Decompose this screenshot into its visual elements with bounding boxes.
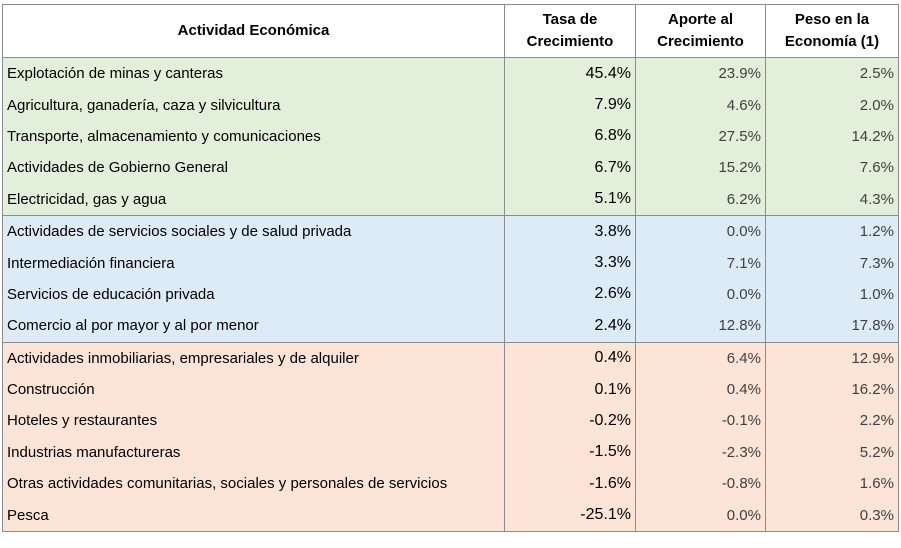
header-contribution-line2: Crecimiento: [657, 33, 744, 50]
table-row: Intermediación financiera 3.3% 7.1% 7.3%: [2, 247, 899, 279]
activity-name-cell: Otras actividades comunitarias, sociales…: [2, 468, 505, 500]
table-row: Explotación de minas y canteras 45.4% 23.9…: [2, 57, 899, 90]
header-contribution-line1: Aporte al: [667, 11, 733, 28]
weight-cell: 0.3%: [765, 499, 899, 532]
contribution-cell: -0.1%: [635, 405, 766, 437]
table-row: Actividades de Gobierno General 6.7% 15.2%…: [2, 152, 899, 184]
header-weight-line2: Economía (1): [784, 33, 880, 50]
table-row: Hoteles y restaurantes -0.2% -0.1% 2.2%: [2, 405, 899, 437]
table-row: Actividades de servicios sociales y de s…: [2, 214, 899, 248]
weight-cell: 1.6%: [765, 468, 899, 500]
contribution-cell: 12.8%: [635, 310, 766, 343]
activity-name-cell: Pesca: [2, 499, 505, 532]
growth-rate-cell: -0.2%: [504, 405, 636, 437]
growth-rate-cell: -1.5%: [504, 436, 636, 469]
growth-rate-cell: 0.1%: [504, 373, 636, 406]
activity-name-cell: Transporte, almacenamiento y comunicacio…: [2, 120, 505, 153]
contribution-cell: -2.3%: [635, 436, 766, 469]
growth-rate-cell: 2.4%: [504, 310, 636, 343]
table-row: Actividades inmobiliarias, empresariales…: [2, 341, 899, 374]
activity-name-cell: Construcción: [2, 373, 505, 406]
growth-rate-cell: 45.4%: [504, 57, 636, 90]
header-contribution: Aporte al Crecimiento: [635, 4, 766, 58]
contribution-cell: 27.5%: [635, 120, 766, 153]
weight-cell: 2.2%: [765, 405, 899, 437]
contribution-cell: 6.4%: [635, 341, 766, 374]
weight-cell: 1.2%: [765, 214, 899, 248]
contribution-cell: 0.0%: [635, 214, 766, 248]
weight-cell: 12.9%: [765, 341, 899, 374]
growth-rate-cell: 6.8%: [504, 120, 636, 153]
contribution-cell: -0.8%: [635, 468, 766, 500]
activity-name-cell: Electricidad, gas y agua: [2, 183, 505, 216]
activity-name-cell: Actividades de Gobierno General: [2, 152, 505, 184]
contribution-cell: 6.2%: [635, 183, 766, 216]
growth-rate-cell: 3.8%: [504, 214, 636, 248]
contribution-cell: 0.4%: [635, 373, 766, 406]
economic-activity-table: Actividad Económica Tasa de Crecimiento …: [2, 4, 899, 532]
growth-rate-cell: 6.7%: [504, 152, 636, 184]
weight-cell: 5.2%: [765, 436, 899, 469]
activity-name-cell: Actividades inmobiliarias, empresariales…: [2, 341, 505, 374]
contribution-cell: 7.1%: [635, 247, 766, 279]
table-row: Pesca -25.1% 0.0% 0.3%: [2, 499, 899, 532]
weight-cell: 4.3%: [765, 183, 899, 216]
table-row: Transporte, almacenamiento y comunicacio…: [2, 120, 899, 153]
weight-cell: 2.0%: [765, 89, 899, 121]
growth-rate-cell: 7.9%: [504, 89, 636, 121]
header-growth-rate: Tasa de Crecimiento: [504, 4, 636, 58]
table-header-row: Actividad Económica Tasa de Crecimiento …: [2, 4, 899, 58]
activity-name-cell: Industrias manufactureras: [2, 436, 505, 469]
contribution-cell: 23.9%: [635, 57, 766, 90]
activity-name-cell: Servicios de educación privada: [2, 278, 505, 311]
weight-cell: 7.3%: [765, 247, 899, 279]
activity-name-cell: Actividades de servicios sociales y de s…: [2, 214, 505, 248]
activity-name-cell: Explotación de minas y canteras: [2, 57, 505, 90]
activity-name-cell: Agricultura, ganadería, caza y silvicult…: [2, 89, 505, 121]
growth-rate-cell: 3.3%: [504, 247, 636, 279]
growth-rate-cell: 2.6%: [504, 278, 636, 311]
header-growth-rate-line1: Tasa de: [542, 11, 598, 28]
table-row: Industrias manufactureras -1.5% -2.3% 5.2%: [2, 436, 899, 469]
header-activity-label: Actividad Económica: [177, 22, 330, 39]
growth-rate-cell: -25.1%: [504, 499, 636, 532]
growth-rate-cell: 0.4%: [504, 341, 636, 374]
header-weight: Peso en la Economía (1): [765, 4, 899, 58]
header-weight-line1: Peso en la: [794, 11, 870, 28]
header-activity: Actividad Económica: [2, 4, 505, 58]
activity-name-cell: Intermediación financiera: [2, 247, 505, 279]
growth-rate-cell: 5.1%: [504, 183, 636, 216]
contribution-cell: 4.6%: [635, 89, 766, 121]
header-growth-rate-line2: Crecimiento: [526, 33, 614, 50]
table-row: Agricultura, ganadería, caza y silvicult…: [2, 89, 899, 121]
table-body: Explotación de minas y canteras 45.4% 23.9…: [2, 57, 899, 532]
weight-cell: 16.2%: [765, 373, 899, 406]
contribution-cell: 0.0%: [635, 278, 766, 311]
table-row: Comercio al por mayor y al por menor 2.4%…: [2, 310, 899, 343]
contribution-cell: 0.0%: [635, 499, 766, 532]
table-row: Construcción 0.1% 0.4% 16.2%: [2, 373, 899, 406]
weight-cell: 2.5%: [765, 57, 899, 90]
weight-cell: 17.8%: [765, 310, 899, 343]
weight-cell: 7.6%: [765, 152, 899, 184]
table-row: Electricidad, gas y agua 5.1% 6.2% 4.3%: [2, 183, 899, 216]
activity-name-cell: Comercio al por mayor y al por menor: [2, 310, 505, 343]
table-row: Otras actividades comunitarias, sociales…: [2, 468, 899, 500]
weight-cell: 14.2%: [765, 120, 899, 153]
activity-name-cell: Hoteles y restaurantes: [2, 405, 505, 437]
growth-rate-cell: -1.6%: [504, 468, 636, 500]
weight-cell: 1.0%: [765, 278, 899, 311]
contribution-cell: 15.2%: [635, 152, 766, 184]
table-row: Servicios de educación privada 2.6% 0.0% 1.…: [2, 278, 899, 311]
